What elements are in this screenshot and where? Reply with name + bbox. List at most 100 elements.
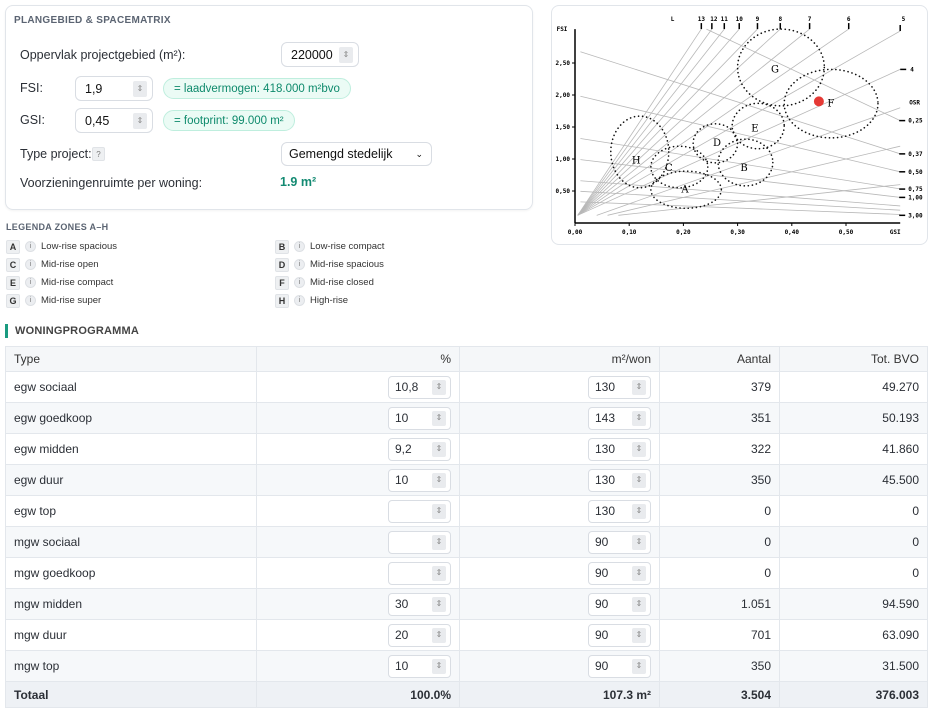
m2-value: 130 [595,380,616,394]
pct-input[interactable]: 10,8 ⇕ [388,375,451,399]
pct-cell: 10 ⇕ [256,650,460,682]
m2-value: 90 [595,628,609,642]
info-icon[interactable]: i [294,259,305,270]
l-label: 5 [902,16,906,23]
m2-input[interactable]: 130 ⇕ [588,437,651,461]
table-row: egw goedkoop 10 ⇕ 143 ⇕ 351 50.193 [5,402,928,434]
m2-value: 143 [595,411,616,425]
pct-input[interactable]: 20 ⇕ [388,623,451,647]
spinner-icon[interactable]: ⇕ [133,113,147,129]
spinner-icon[interactable]: ⇕ [632,503,646,519]
spinner-icon[interactable]: ⇕ [133,81,147,97]
zone-badge: G [6,293,20,308]
spinner-icon[interactable]: ⇕ [432,627,446,643]
m2-input[interactable]: 90 ⇕ [588,623,651,647]
spinner-icon[interactable]: ⇕ [432,410,446,426]
info-icon[interactable]: i [25,295,36,306]
pct-input[interactable]: 30 ⇕ [388,592,451,616]
legend-label: Low-rise compact [310,241,385,252]
pct-input[interactable]: ⇕ [388,561,451,585]
info-icon[interactable]: i [25,241,36,252]
pct-input[interactable]: 10 ⇕ [388,654,451,678]
spinner-icon[interactable]: ⇕ [632,565,646,581]
m2-input[interactable]: 90 ⇕ [588,530,651,554]
help-button[interactable]: ? [92,147,105,161]
spinner-icon[interactable]: ⇕ [632,596,646,612]
row-bvo: 0 [779,557,928,589]
zone-badge: F [275,275,289,290]
row-aantal: 350 [659,464,780,496]
info-icon[interactable]: i [294,277,305,288]
pct-cell: 30 ⇕ [256,588,460,620]
pct-input[interactable]: 9,2 ⇕ [388,437,451,461]
spinner-icon[interactable]: ⇕ [432,503,446,519]
info-icon[interactable]: i [294,295,305,306]
row-type: mgw sociaal [5,526,257,558]
area-input[interactable]: 220000 ⇕ [281,42,359,67]
fsi-input[interactable]: 1,9 ⇕ [75,76,153,101]
gsi-input[interactable]: 0,45 ⇕ [75,108,153,133]
section-title: WONINGPROGRAMMA [5,324,139,338]
zone-g-outline [736,28,826,107]
osr-line [580,95,901,173]
m2-value: 90 [595,659,609,673]
m2-cell: 90 ⇕ [459,619,660,651]
row-type: egw top [5,495,257,527]
spinner-icon[interactable]: ⇕ [432,379,446,395]
zone-label: A [680,185,689,196]
osr-label: 0,37 [908,151,923,158]
spinner-icon[interactable]: ⇕ [432,658,446,674]
pct-input[interactable]: 10 ⇕ [388,468,451,492]
spinner-icon[interactable]: ⇕ [632,627,646,643]
spinner-icon[interactable]: ⇕ [432,441,446,457]
osr-line [580,201,901,215]
osr-line [580,159,901,198]
l-line [577,28,781,216]
spinner-icon[interactable]: ⇕ [339,47,353,63]
fsi-result-badge: = laadvermogen: 418.000 m²bvo [163,78,351,99]
spinner-icon[interactable]: ⇕ [632,472,646,488]
m2-input[interactable]: 90 ⇕ [588,592,651,616]
m2-input[interactable]: 143 ⇕ [588,406,651,430]
spinner-icon[interactable]: ⇕ [432,565,446,581]
info-icon[interactable]: i [25,259,36,270]
m2-input[interactable]: 90 ⇕ [588,561,651,585]
spinner-icon[interactable]: ⇕ [632,379,646,395]
m2-input[interactable]: 90 ⇕ [588,654,651,678]
pct-cell: ⇕ [256,495,460,527]
fsi-value: 1,9 [85,81,103,96]
legend-title: LEGENDA ZONES A–H [6,222,109,232]
total-m2: 107.3 m² [459,681,660,708]
spinner-icon[interactable]: ⇕ [632,410,646,426]
info-icon[interactable]: i [25,277,36,288]
type-select[interactable]: Gemengd stedelijk ⌄ [281,142,432,166]
m2-input[interactable]: 130 ⇕ [588,375,651,399]
m2-cell: 90 ⇕ [459,557,660,589]
spinner-icon[interactable]: ⇕ [632,658,646,674]
x-tick-label: 0,30 [730,229,745,236]
y-tick-label: 2,00 [556,92,571,99]
zone-badge: A [6,239,20,254]
l-line [577,69,901,216]
info-icon[interactable]: i [294,241,305,252]
spinner-icon[interactable]: ⇕ [632,534,646,550]
spinner-icon[interactable]: ⇕ [432,596,446,612]
row-type: egw goedkoop [5,402,257,434]
pct-input[interactable]: 10 ⇕ [388,406,451,430]
table-row: mgw midden 30 ⇕ 90 ⇕ 1.051 94.590 [5,588,928,620]
m2-input[interactable]: 130 ⇕ [588,499,651,523]
zone-a-outline [650,170,723,210]
l-label: 7 [808,16,812,23]
spinner-icon[interactable]: ⇕ [632,441,646,457]
panel-title: PLANGEBIED & SPACEMATRIX [14,15,171,26]
pct-input[interactable]: ⇕ [388,499,451,523]
zone-label: H [632,155,641,166]
pct-input[interactable]: ⇕ [388,530,451,554]
spinner-icon[interactable]: ⇕ [432,472,446,488]
spinner-icon[interactable]: ⇕ [432,534,446,550]
m2-input[interactable]: 130 ⇕ [588,468,651,492]
zone-label: C [665,163,673,174]
